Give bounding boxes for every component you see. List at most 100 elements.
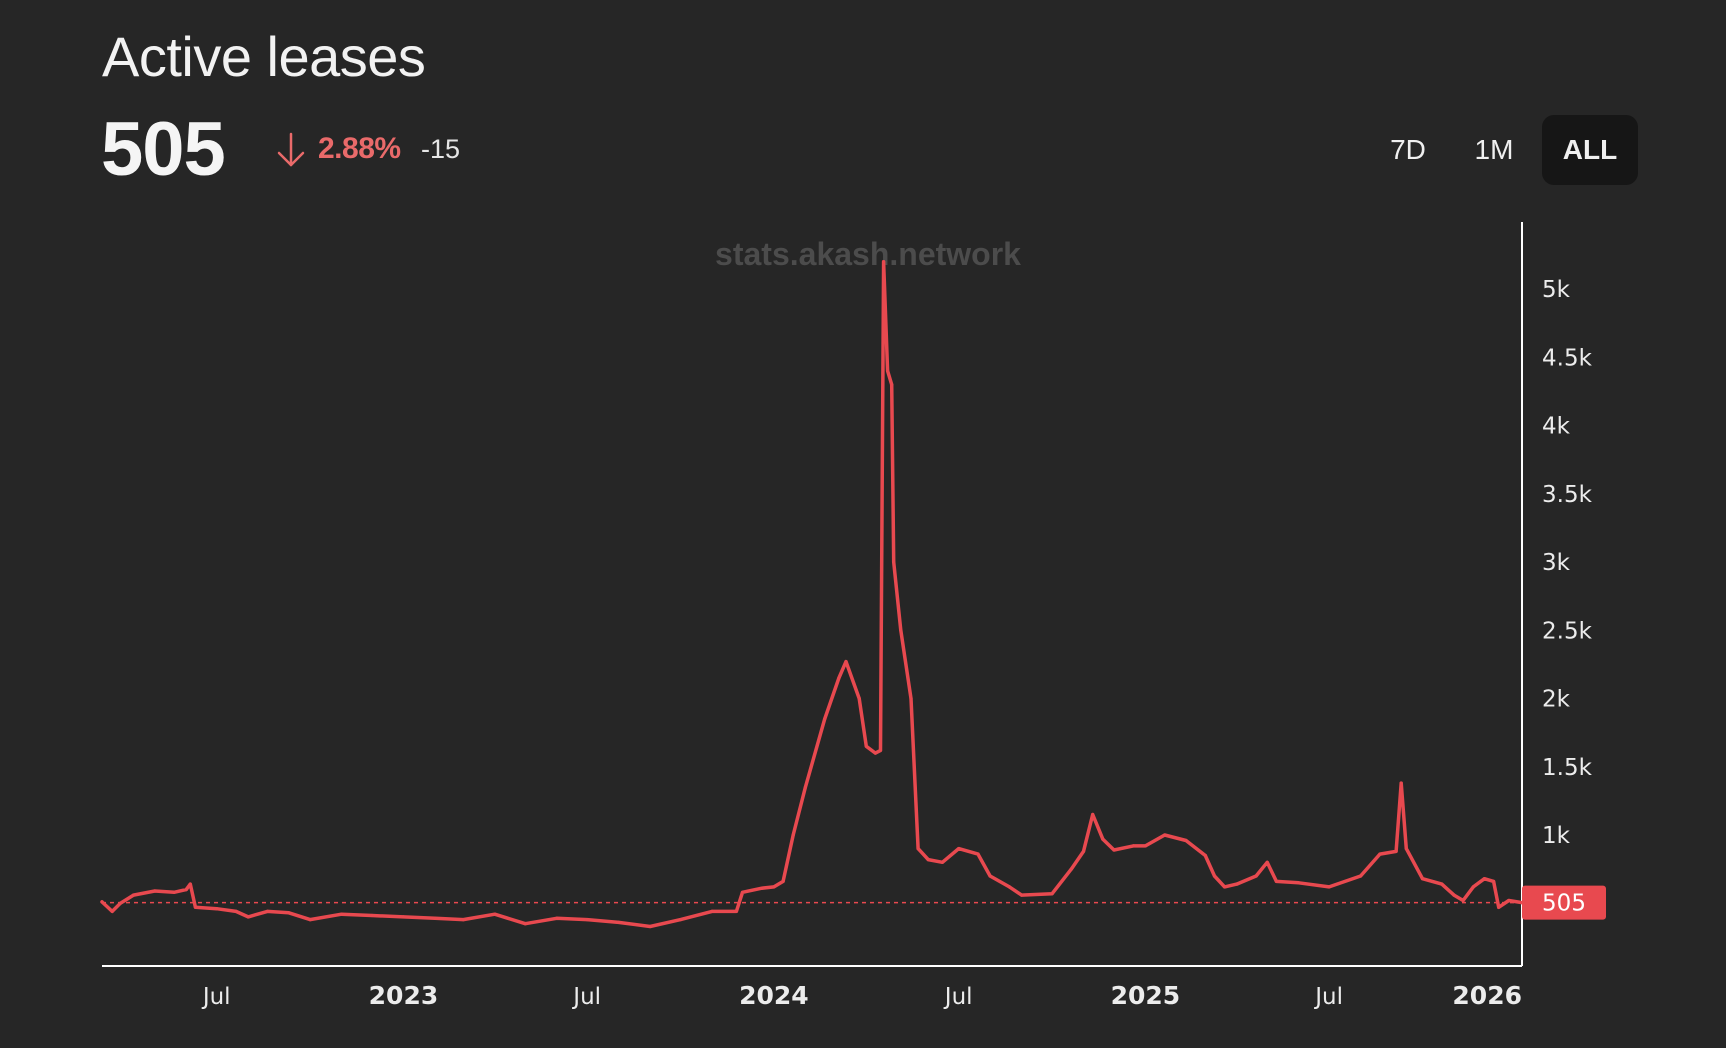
x-tick-label: Jul <box>201 984 231 1010</box>
data-point <box>837 676 841 680</box>
data-point <box>370 913 374 918</box>
data-point <box>1163 833 1167 837</box>
data-point <box>1091 812 1095 817</box>
y-tick-label: 2k <box>1542 687 1571 713</box>
data-point <box>1235 882 1239 886</box>
x-tick-label: Jul <box>943 984 973 1010</box>
y-tick-label: 4k <box>1542 414 1571 440</box>
data-point <box>1492 879 1496 884</box>
chart-title: Active leases <box>102 25 426 88</box>
data-point <box>1131 844 1135 848</box>
data-point <box>740 890 745 894</box>
x-tick-label: Jul <box>571 984 601 1010</box>
data-point <box>1212 874 1217 878</box>
data-point <box>857 696 861 701</box>
delta-percent: 2.88% <box>318 132 401 165</box>
data-point <box>1452 893 1456 897</box>
data-point <box>1471 885 1475 889</box>
data-point <box>265 909 269 914</box>
data-point <box>1420 877 1425 881</box>
data-point <box>1440 882 1444 886</box>
data-point <box>1399 781 1403 785</box>
data-point <box>493 912 497 916</box>
data-point <box>172 890 176 894</box>
data-point <box>710 909 714 914</box>
range-1m-button[interactable]: 1M <box>1474 134 1514 165</box>
data-point <box>648 924 652 929</box>
x-tick-label: Jul <box>1313 984 1343 1010</box>
data-point <box>585 918 589 922</box>
x-tick-label: 2024 <box>739 981 809 1010</box>
data-point <box>772 885 776 889</box>
data-point <box>1101 837 1105 841</box>
x-tick-label: 2025 <box>1111 981 1181 1010</box>
data-point <box>193 905 197 909</box>
data-point <box>308 918 312 922</box>
series-line-active-leases <box>100 259 1524 929</box>
data-point <box>957 847 961 851</box>
data-point <box>1020 893 1024 897</box>
data-point <box>926 858 930 862</box>
data-point <box>1081 849 1086 854</box>
data-point <box>909 696 913 701</box>
range-all-button[interactable]: ALL <box>1542 115 1638 185</box>
data-point <box>844 660 848 664</box>
data-point <box>555 916 559 920</box>
data-point <box>1482 877 1486 881</box>
y-tick-label: 2.5k <box>1542 618 1593 644</box>
data-point <box>734 909 739 914</box>
data-point <box>892 560 896 564</box>
data-point <box>401 915 406 919</box>
data-point <box>679 918 683 922</box>
range-7d-button[interactable]: 7D <box>1390 134 1426 165</box>
data-point <box>246 915 250 919</box>
data-point <box>153 889 157 893</box>
data-point <box>1394 849 1398 854</box>
data-point <box>215 907 219 911</box>
y-tick-label: 1k <box>1542 823 1571 849</box>
y-tick-label: 4.5k <box>1542 345 1593 371</box>
data-point <box>873 751 878 755</box>
data-point <box>1203 853 1207 858</box>
data-point <box>803 785 808 789</box>
data-point <box>433 916 437 920</box>
data-point <box>1327 885 1331 889</box>
delta-absolute: -15 <box>421 134 461 164</box>
data-point <box>617 920 621 925</box>
data-point <box>760 886 764 890</box>
data-point <box>461 918 465 922</box>
data-point <box>188 882 192 886</box>
data-point <box>940 860 945 864</box>
data-point <box>1223 885 1227 889</box>
data-point <box>1461 898 1465 903</box>
data-point <box>886 369 890 373</box>
last-value-badge <box>1522 885 1606 920</box>
data-point <box>988 874 992 878</box>
data-point <box>118 901 122 905</box>
data-point <box>1497 905 1501 909</box>
data-point <box>234 909 238 914</box>
x-tick-label: 2026 <box>1452 981 1522 1010</box>
data-point <box>1265 860 1269 864</box>
y-tick-label: 3.5k <box>1542 482 1593 508</box>
data-point <box>184 888 188 892</box>
data-point <box>864 744 868 748</box>
data-point <box>1274 879 1278 884</box>
data-point <box>1359 874 1363 878</box>
data-point <box>100 900 104 904</box>
data-point <box>890 383 894 387</box>
data-point <box>1297 881 1301 885</box>
data-point <box>1007 885 1012 889</box>
current-value: 505 <box>101 107 226 192</box>
data-point <box>110 909 114 914</box>
last-value-label: 505 <box>1542 891 1586 917</box>
data-point <box>1143 844 1147 848</box>
data-point <box>976 852 980 856</box>
data-point <box>823 717 827 721</box>
data-point <box>1050 892 1054 896</box>
data-point <box>1507 898 1511 903</box>
data-point <box>339 912 344 916</box>
data-point <box>1112 848 1116 852</box>
data-point <box>1404 847 1408 851</box>
